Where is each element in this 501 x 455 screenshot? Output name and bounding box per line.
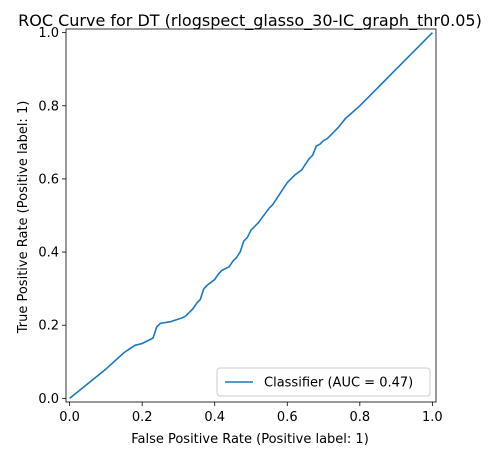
series-line-0 bbox=[69, 32, 433, 399]
x-tick-label: 0.8 bbox=[349, 410, 370, 425]
y-tick-label: 1.0 bbox=[38, 26, 59, 41]
plot-area bbox=[65, 28, 437, 403]
legend-box bbox=[216, 367, 431, 397]
x-tick-label: 0.2 bbox=[132, 410, 153, 425]
y-tick-label: 0.8 bbox=[38, 99, 59, 114]
y-tick-label: 0.6 bbox=[38, 172, 59, 187]
y-tick-label: 0.0 bbox=[38, 392, 59, 407]
y-tick-label: 0.2 bbox=[38, 319, 59, 334]
x-axis-label: False Positive Rate (Positive label: 1) bbox=[131, 432, 369, 447]
legend: Classifier (AUC = 0.47) bbox=[216, 367, 431, 397]
legend-entry-label: Classifier (AUC = 0.47) bbox=[264, 376, 413, 391]
y-axis-label: True Positive Rate (Positive label: 1) bbox=[16, 101, 31, 335]
chart-title: ROC Curve for DT (rlogspect_glasso_30-IC… bbox=[18, 11, 482, 31]
x-tick-label: 0.6 bbox=[277, 410, 298, 425]
x-tick-label: 0.4 bbox=[204, 410, 225, 425]
axes-frame bbox=[65, 28, 437, 403]
x-tick-label: 0.0 bbox=[59, 410, 80, 425]
axis-ticks: 0.0 0.2 0.4 0.6 0.8 1.0 0.0 0.2 0.4 0.6 0.8 1.0 bbox=[38, 26, 442, 425]
x-tick-label: 1.0 bbox=[422, 410, 443, 425]
y-tick-label: 0.4 bbox=[38, 246, 59, 261]
